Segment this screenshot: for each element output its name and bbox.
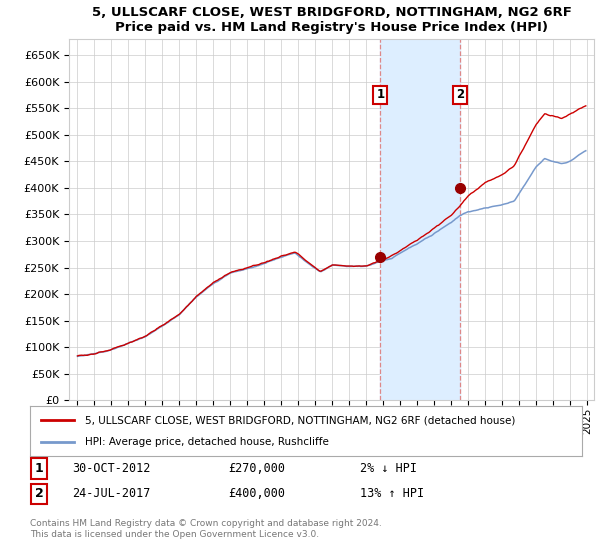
Text: HPI: Average price, detached house, Rushcliffe: HPI: Average price, detached house, Rush… [85, 437, 329, 447]
Title: 5, ULLSCARF CLOSE, WEST BRIDGFORD, NOTTINGHAM, NG2 6RF
Price paid vs. HM Land Re: 5, ULLSCARF CLOSE, WEST BRIDGFORD, NOTTI… [92, 6, 571, 34]
Text: £270,000: £270,000 [228, 462, 285, 475]
Text: 1: 1 [376, 88, 385, 101]
Text: 5, ULLSCARF CLOSE, WEST BRIDGFORD, NOTTINGHAM, NG2 6RF (detached house): 5, ULLSCARF CLOSE, WEST BRIDGFORD, NOTTI… [85, 415, 515, 425]
Text: 2: 2 [456, 88, 464, 101]
Text: 24-JUL-2017: 24-JUL-2017 [72, 487, 151, 501]
Text: Contains HM Land Registry data © Crown copyright and database right 2024.
This d: Contains HM Land Registry data © Crown c… [30, 520, 382, 539]
Text: 2% ↓ HPI: 2% ↓ HPI [360, 462, 417, 475]
Bar [380, 39, 460, 400]
Text: 13% ↑ HPI: 13% ↑ HPI [360, 487, 424, 501]
Text: 30-OCT-2012: 30-OCT-2012 [72, 462, 151, 475]
Text: £400,000: £400,000 [228, 487, 285, 501]
Text: 1: 1 [35, 462, 43, 475]
Text: 2: 2 [35, 487, 43, 501]
